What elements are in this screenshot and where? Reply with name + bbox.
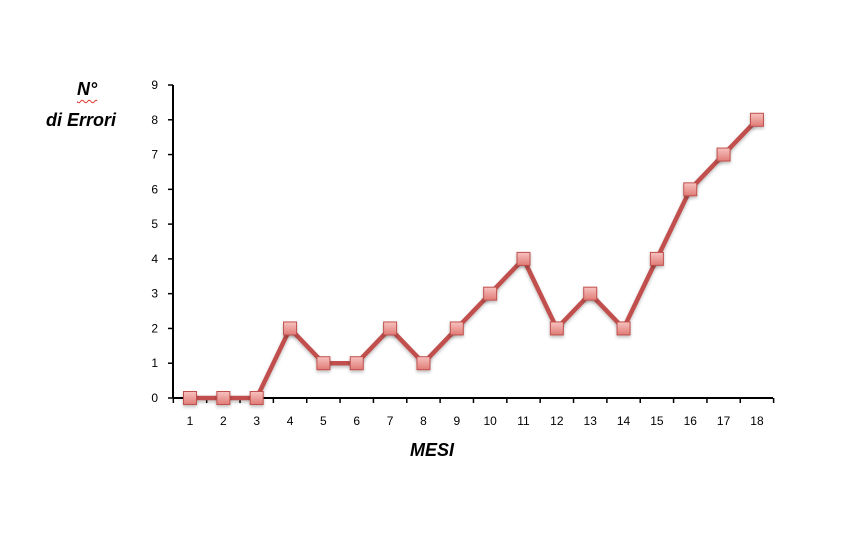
y-tick-label: 7 bbox=[151, 148, 158, 162]
x-tick-label: 17 bbox=[717, 414, 731, 428]
y-tick-label: 4 bbox=[151, 252, 158, 266]
x-tick-label: 16 bbox=[684, 414, 698, 428]
data-point-marker bbox=[216, 391, 231, 405]
x-tick-label: 8 bbox=[420, 414, 427, 428]
x-axis-label: MESI bbox=[410, 440, 455, 460]
data-point-marker bbox=[349, 356, 364, 371]
series-line bbox=[190, 118, 759, 401]
x-tick-label: 4 bbox=[287, 414, 294, 428]
x-tick-label: 6 bbox=[353, 414, 360, 428]
y-axis-label-line1: N° bbox=[77, 79, 98, 99]
x-tick-label: 15 bbox=[650, 414, 664, 428]
data-point-marker bbox=[449, 321, 464, 336]
data-point-marker bbox=[483, 286, 498, 301]
data-point-marker bbox=[383, 321, 398, 336]
data-point-marker bbox=[283, 321, 298, 336]
x-tick-label: 14 bbox=[617, 414, 631, 428]
y-ticks: 0 1 2 3 4 5 6 7 8 9 bbox=[151, 78, 173, 405]
y-tick-label: 2 bbox=[151, 321, 158, 335]
y-tick-label: 5 bbox=[151, 217, 158, 231]
y-axis-label-line2: di Errori bbox=[46, 110, 117, 130]
series-errors bbox=[183, 112, 764, 405]
x-tick-label: 11 bbox=[517, 414, 530, 428]
y-tick-label: 8 bbox=[151, 113, 158, 127]
data-point-marker bbox=[716, 147, 731, 162]
x-tick-label: 7 bbox=[387, 414, 394, 428]
y-tick-label: 9 bbox=[151, 78, 158, 92]
data-point-marker bbox=[583, 286, 598, 301]
axes bbox=[172, 85, 773, 399]
x-tick-label: 18 bbox=[750, 414, 764, 428]
x-tick-label: 12 bbox=[550, 414, 564, 428]
x-tick-label: 1 bbox=[187, 414, 194, 428]
x-tick-label: 9 bbox=[453, 414, 460, 428]
data-point-marker bbox=[683, 182, 698, 197]
x-tick-label: 10 bbox=[483, 414, 497, 428]
data-point-marker bbox=[616, 321, 631, 336]
x-tick-label: 3 bbox=[253, 414, 260, 428]
x-ticks: 1 2 3 4 5 6 7 8 9 10 11 12 13 14 15 16 17 18 bbox=[172, 398, 775, 428]
x-tick-label: 2 bbox=[220, 414, 227, 428]
data-point-marker bbox=[316, 356, 331, 371]
y-tick-label: 3 bbox=[151, 287, 158, 301]
data-point-marker bbox=[516, 251, 531, 266]
x-tick-label: 5 bbox=[320, 414, 327, 428]
data-point-marker bbox=[249, 391, 264, 405]
data-point-marker bbox=[649, 251, 664, 266]
data-point-marker bbox=[416, 356, 431, 371]
y-tick-label: 1 bbox=[151, 356, 158, 370]
y-tick-label: 0 bbox=[151, 391, 158, 405]
data-point-marker bbox=[549, 321, 564, 336]
y-tick-label: 6 bbox=[151, 182, 158, 196]
data-point-marker bbox=[183, 391, 197, 405]
data-point-marker bbox=[749, 112, 764, 127]
x-tick-label: 13 bbox=[584, 414, 598, 428]
